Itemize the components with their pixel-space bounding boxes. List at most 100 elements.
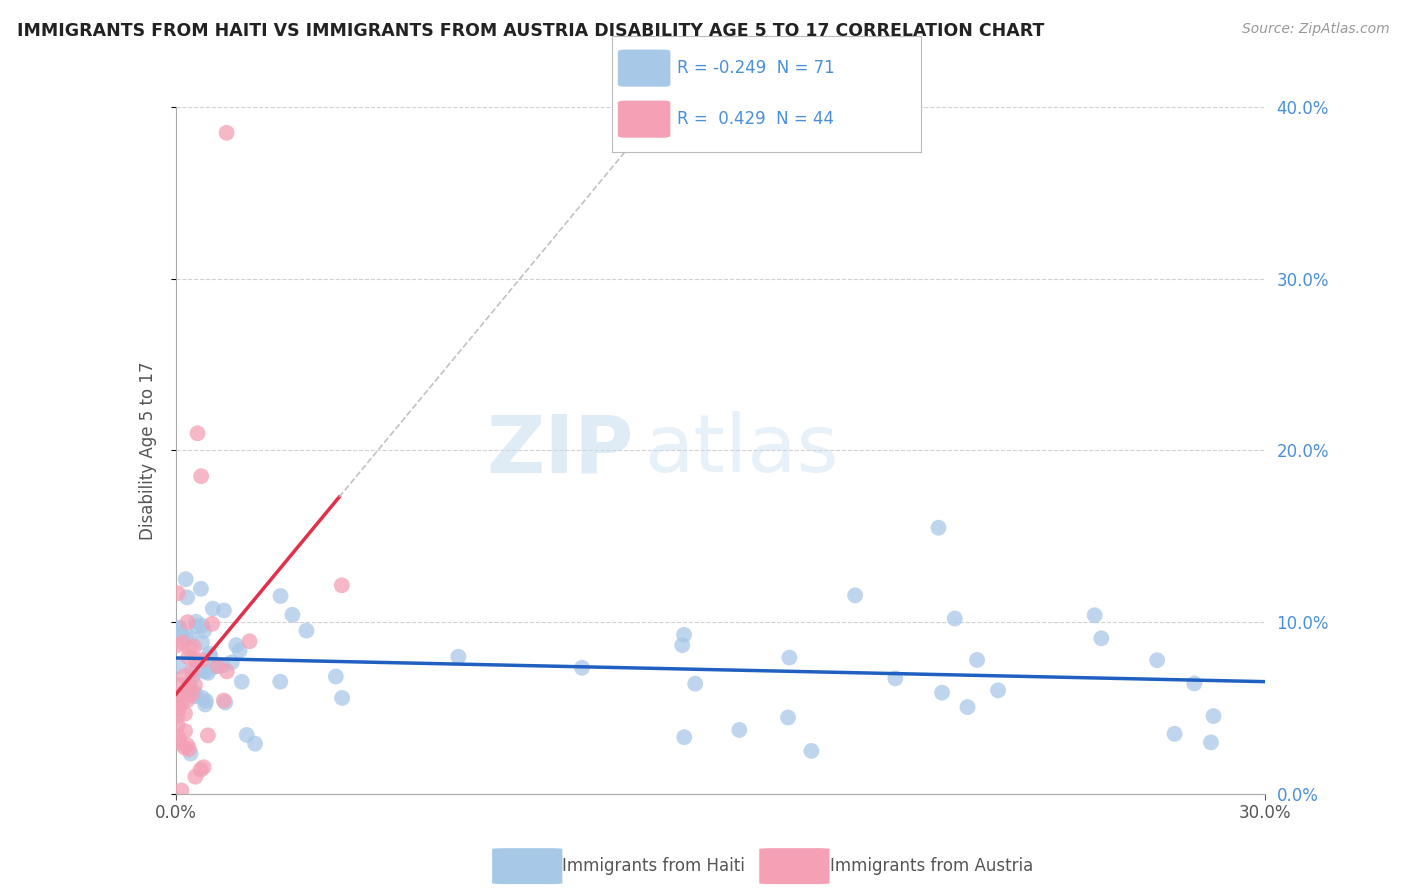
Point [225,638,247,652]
Point [177,680,200,694]
Point [170,627,193,641]
Point [1084,608,1107,623]
Point [186,619,208,633]
Point [931,686,953,700]
Point [221,656,243,670]
Point [1202,709,1225,723]
Point [269,674,291,689]
Point [173,740,195,755]
Point [243,737,266,751]
Point [169,659,191,673]
Point [181,670,204,684]
Point [191,653,214,667]
Point [778,650,800,665]
Point [987,683,1010,698]
Point [179,642,201,657]
Text: ZIP: ZIP [486,411,633,490]
Point [447,649,470,664]
Point [176,693,198,707]
Point [180,747,202,761]
Point [166,688,188,702]
Point [166,638,188,652]
Text: Immigrants from Austria: Immigrants from Austria [830,857,1033,875]
Point [201,616,224,631]
Point [170,783,193,797]
Point [169,688,191,702]
Point [177,650,200,665]
Point [966,653,988,667]
Point [212,693,235,707]
Point [173,669,195,683]
Point [281,607,304,622]
Point [174,632,197,646]
Point [194,698,217,712]
Text: Immigrants from Haiti: Immigrants from Haiti [562,857,745,875]
Point [191,635,214,649]
Point [231,674,253,689]
Point [200,649,222,664]
Point [193,760,215,774]
Point [671,638,693,652]
Text: R =  0.429  N = 44: R = 0.429 N = 44 [676,111,834,128]
Point [176,615,198,629]
Point [179,677,201,691]
Point [184,687,207,701]
Point [174,724,197,739]
Point [943,611,966,625]
Point [193,624,215,638]
Point [184,662,207,676]
Point [180,687,202,701]
FancyBboxPatch shape [492,848,562,884]
Point [169,736,191,750]
Point [571,661,593,675]
Point [198,647,221,661]
Point [179,631,201,645]
Point [1163,727,1185,741]
Point [166,718,188,732]
Point [270,589,292,603]
Point [184,653,207,667]
Point [176,739,198,753]
Point [181,665,204,679]
Point [194,665,217,679]
Point [193,664,215,678]
Point [166,709,188,723]
Point [177,742,200,756]
Point [228,643,250,657]
Point [197,728,219,742]
Point [170,696,193,710]
Point [235,728,257,742]
Point [928,521,950,535]
Point [1146,653,1168,667]
Point [673,730,696,744]
Point [1090,632,1112,646]
Point [844,588,866,602]
Point [884,671,907,685]
Point [211,658,233,673]
Y-axis label: Disability Age 5 to 17: Disability Age 5 to 17 [139,361,157,540]
Point [215,126,238,140]
Point [190,582,212,596]
Point [214,696,236,710]
Point [215,665,238,679]
Point [673,628,696,642]
Point [325,669,347,683]
Point [186,426,209,441]
Point [330,690,353,705]
Point [169,621,191,635]
Point [174,572,197,586]
Point [1182,676,1205,690]
Point [201,601,224,615]
Point [172,635,194,649]
Point [183,640,205,654]
Point [776,710,799,724]
Point [183,690,205,704]
FancyBboxPatch shape [617,101,671,137]
Point [166,586,188,600]
Point [184,678,207,692]
Point [184,770,207,784]
Point [330,578,353,592]
Point [167,731,190,745]
Point [190,469,212,483]
Point [169,678,191,692]
